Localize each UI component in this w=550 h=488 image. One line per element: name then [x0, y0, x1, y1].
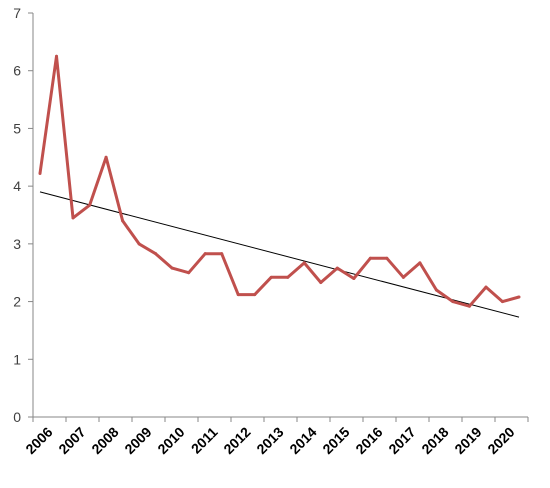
y-tick-label: 1 — [13, 351, 21, 367]
data-point — [253, 293, 257, 297]
x-tick-label: 2018 — [418, 424, 451, 457]
x-tick-label: 2011 — [188, 424, 221, 457]
data-point — [104, 155, 108, 159]
data-point — [451, 300, 455, 304]
data-point — [121, 219, 125, 223]
data-point — [38, 171, 42, 175]
data-point — [484, 285, 488, 289]
data-point — [220, 252, 224, 256]
x-tick-label: 2008 — [88, 424, 121, 457]
x-tick-label: 2017 — [385, 424, 418, 457]
y-axis-ticks: 0 1 2 3 4 5 6 7 — [13, 5, 33, 425]
data-point — [418, 261, 422, 265]
data-point — [500, 300, 504, 304]
data-point — [401, 275, 405, 279]
data-point — [434, 288, 438, 292]
data-point — [170, 266, 174, 270]
y-tick-label: 2 — [13, 294, 21, 310]
x-tick-label: 2010 — [154, 424, 187, 457]
data-point — [517, 295, 521, 299]
data-point — [352, 276, 356, 280]
data-points — [38, 54, 521, 308]
y-tick-label: 0 — [13, 409, 21, 425]
data-point — [88, 203, 92, 207]
y-tick-label: 5 — [13, 120, 21, 136]
x-axis-ticks: 2006 2007 2008 2009 2010 2011 2012 2013 2014 2015… — [22, 417, 529, 457]
data-point — [55, 54, 59, 58]
x-tick-label: 2014 — [286, 424, 319, 457]
data-point — [368, 256, 372, 260]
y-tick-label: 3 — [13, 236, 21, 252]
y-tick-label: 6 — [13, 63, 21, 79]
data-point — [335, 266, 339, 270]
x-tick-label: 2009 — [121, 424, 154, 457]
x-tick-label: 2012 — [220, 424, 253, 457]
data-point — [203, 252, 207, 256]
x-tick-label: 2019 — [451, 424, 484, 457]
data-point — [269, 275, 273, 279]
data-point — [385, 256, 389, 260]
y-tick-label: 7 — [13, 5, 21, 21]
data-point — [137, 242, 141, 246]
series-line — [38, 54, 520, 308]
data-point — [319, 281, 323, 285]
data-point — [467, 304, 471, 308]
x-tick-label: 2020 — [484, 424, 517, 457]
data-point — [154, 252, 158, 256]
data-point — [71, 216, 75, 220]
x-tick-label: 2016 — [352, 424, 385, 457]
data-point — [187, 271, 191, 275]
data-point — [236, 293, 240, 297]
data-point — [302, 261, 306, 265]
x-tick-label: 2006 — [22, 424, 55, 457]
x-tick-label: 2015 — [319, 424, 352, 457]
y-tick-label: 4 — [13, 178, 21, 194]
data-point — [286, 275, 290, 279]
x-tick-label: 2013 — [253, 424, 286, 457]
x-tick-label: 2007 — [55, 424, 88, 457]
